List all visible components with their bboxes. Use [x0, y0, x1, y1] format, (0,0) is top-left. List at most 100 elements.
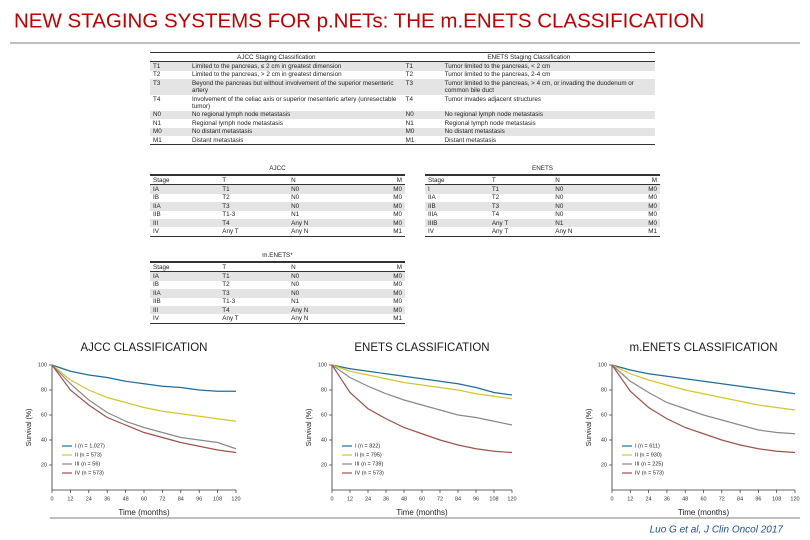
table-cell: Involvement of the celiac axis or superi… [191, 95, 397, 110]
table-row: I T1 N0 M0 [425, 184, 660, 194]
table-cell: M0 [393, 211, 402, 219]
table-cell: No regional lymph node metastasis [191, 111, 291, 119]
table-cell: Any N [288, 314, 360, 324]
table-cell: T1 [222, 185, 230, 193]
table-row: T1 Limited to the pancreas, ≤ 2 cm in gre… [150, 61, 655, 71]
table-cell: Any T [491, 219, 509, 227]
survival-curve [331, 364, 513, 400]
table-cell: Any N [288, 227, 360, 237]
column-header: M [359, 261, 405, 273]
x-axis-label: Time (months) [396, 508, 448, 517]
table-cell: IIB [153, 211, 161, 219]
table-cell: T4 [405, 95, 414, 103]
survival-curve [611, 364, 796, 435]
table-cell: N0 [291, 202, 300, 210]
y-axis-label: Survival (%) [586, 409, 593, 447]
column-header: T [219, 261, 289, 273]
table-row: IIA T2 N0 M0 [425, 194, 660, 202]
header-row: AJCC Staging Classification ENETS Staging… [150, 51, 655, 63]
table-cell: Any N [291, 219, 309, 227]
table-cell: IB [153, 194, 159, 202]
x-tick-label: 24 [365, 496, 371, 502]
table-cell: M1 [402, 136, 442, 146]
y-tick-label: 80 [41, 387, 47, 393]
table-row: T4 Involvement of the celiac axis or supe… [150, 95, 655, 111]
table-cell: M0 [393, 272, 402, 280]
table-cell: T4 [491, 211, 500, 219]
table-cell: Limited to the pancreas, ≤ 2 cm in great… [191, 62, 342, 70]
column-header: AJCC Staging Classification [150, 51, 403, 63]
x-tick-label: 120 [790, 496, 799, 502]
x-tick-label: 0 [330, 496, 333, 502]
table-row: IIIB Any T N1 M0 [425, 219, 660, 228]
x-tick-label: 96 [755, 496, 761, 502]
table-cell: N1 [405, 119, 414, 127]
table-row: IV Any T Any N M1 [150, 227, 405, 237]
table-cell: N0 [555, 185, 564, 193]
table-cell: T1 [153, 62, 161, 70]
table-cell: N0 [291, 289, 300, 297]
table-cell: T1-3 [222, 298, 236, 306]
column-header: M [359, 174, 405, 186]
table-cell: Distant metastasis [188, 136, 403, 146]
table-cell: N0 [555, 211, 564, 219]
citation: Luo G et al, J Clin Oncol 2017 [650, 525, 784, 536]
table-cell: N0 [555, 202, 564, 210]
table-cell: N1 [291, 211, 300, 219]
table-cell: IA [153, 272, 159, 280]
x-tick-label: 0 [50, 496, 53, 502]
table-cell: M0 [405, 128, 415, 136]
table-head: Stage T N M [425, 174, 660, 186]
y-tick-label: 60 [601, 412, 607, 418]
table-cell: No distant metastasis [444, 128, 505, 136]
survival-curve [51, 364, 236, 392]
y-tick-label: 100 [318, 362, 327, 368]
legend-label: II (n = 573) [75, 452, 102, 458]
column-header: Stage [425, 174, 489, 186]
table-cell: N1 [291, 298, 300, 306]
legend-label: III (n = 739) [355, 461, 383, 467]
table-cell: Beyond the pancreas but without involvem… [191, 79, 394, 95]
table-cell: Any T [219, 314, 289, 324]
table-cell: M0 [393, 289, 402, 297]
x-tick-label: 84 [455, 496, 461, 502]
y-tick-label: 20 [321, 462, 327, 468]
table-cell: IV [425, 227, 489, 237]
y-tick-label: 20 [41, 462, 47, 468]
table-cell: N0 [291, 194, 300, 202]
x-tick-label: 12 [67, 496, 73, 502]
table: Stage T N M IA T1 N0 M0 IB T2 N0 M0 IIA T3 N0 M0 IIB T1-3… [150, 174, 405, 237]
chart-title: AJCC CLASSIFICATION [81, 342, 208, 354]
table-cell: M0 [648, 219, 657, 227]
table-cell: T2 [405, 71, 414, 79]
column-header: T [488, 174, 553, 186]
table-cell: M0 [393, 219, 402, 227]
table-row: M1 Distant metastasis M1 Distant metastasis [150, 136, 655, 146]
legend-label: I (n = 822) [355, 443, 380, 449]
y-tick-label: 60 [321, 412, 327, 418]
table-cell: T3 [491, 202, 500, 210]
table-row: III T4 Any N M0 [150, 306, 405, 315]
table-cell: M0 [648, 185, 657, 193]
table-cell: IV [150, 314, 220, 324]
table-row: N1 Regional lymph node metastasis N1 Region… [150, 119, 655, 127]
table-cell: N1 [153, 119, 162, 127]
chart-title: m.ENETS CLASSIFICATION [629, 342, 777, 354]
table-cell: M0 [393, 281, 402, 289]
column-header: N [288, 261, 360, 273]
survival-curve [611, 364, 796, 454]
x-tick-label: 48 [682, 496, 688, 502]
y-axis-label: Survival (%) [26, 409, 33, 447]
table-row: IIIA T4 N0 M0 [425, 211, 660, 219]
legend-label: IV (n = 573) [635, 470, 664, 476]
table-body: T1 Limited to the pancreas, ≤ 2 cm in gre… [150, 61, 655, 146]
x-tick-label: 36 [383, 496, 389, 502]
legend-label: II (n = 930) [635, 452, 662, 458]
table-cell: No distant metastasis [191, 128, 253, 136]
table-row: T2 Limited to the pancreas, > 2 cm in gre… [150, 71, 655, 79]
survival-curve [51, 364, 237, 422]
table: AJCC Staging Classification ENETS Staging… [150, 51, 655, 146]
legend-label: I (n = 611) [635, 443, 660, 449]
table-cell: Any N [291, 306, 309, 314]
